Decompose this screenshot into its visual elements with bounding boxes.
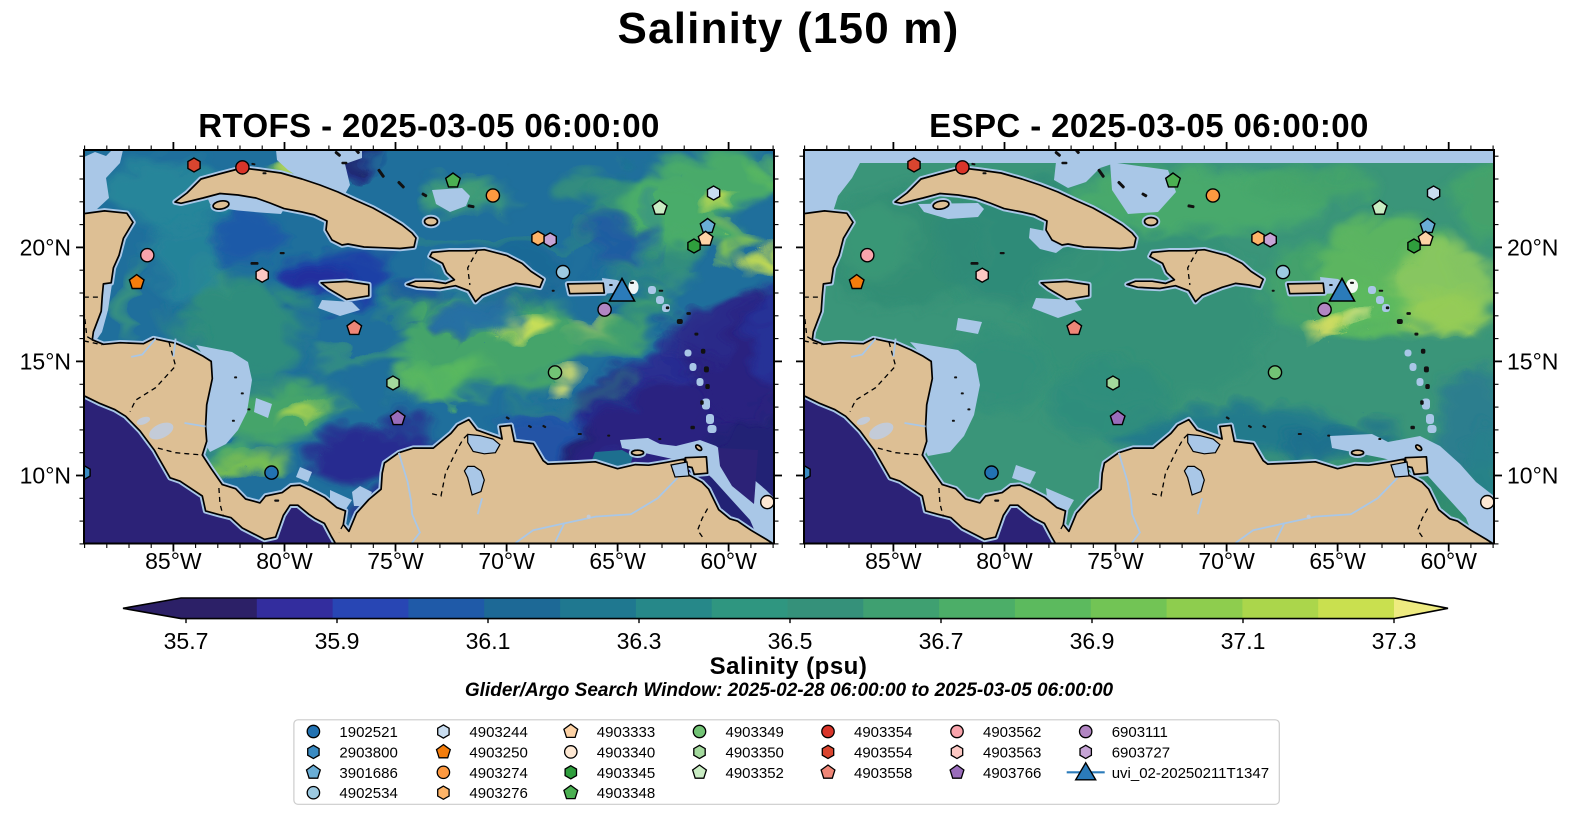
svg-text:80°W: 80°W <box>256 548 313 574</box>
svg-text:4903554: 4903554 <box>854 744 912 761</box>
svg-text:35.9: 35.9 <box>315 628 360 654</box>
svg-text:65°W: 65°W <box>589 548 646 574</box>
svg-text:4903766: 4903766 <box>983 765 1041 782</box>
svg-text:4903350: 4903350 <box>726 744 784 761</box>
svg-text:75°W: 75°W <box>1087 548 1144 574</box>
svg-text:4903354: 4903354 <box>854 724 912 741</box>
svg-text:4903348: 4903348 <box>597 785 655 802</box>
svg-text:6903727: 6903727 <box>1112 744 1170 761</box>
svg-text:75°W: 75°W <box>367 548 424 574</box>
svg-text:4903340: 4903340 <box>597 744 655 761</box>
svg-text:15°N: 15°N <box>1507 348 1558 374</box>
svg-text:60°W: 60°W <box>700 548 757 574</box>
svg-text:4903274: 4903274 <box>469 765 527 782</box>
svg-text:20°N: 20°N <box>1507 234 1558 260</box>
svg-text:36.9: 36.9 <box>1070 628 1115 654</box>
svg-text:85°W: 85°W <box>145 548 202 574</box>
svg-text:35.7: 35.7 <box>164 628 209 654</box>
svg-text:70°W: 70°W <box>1198 548 1255 574</box>
svg-text:36.5: 36.5 <box>768 628 813 654</box>
svg-text:4903562: 4903562 <box>983 724 1041 741</box>
svg-text:4903349: 4903349 <box>726 724 784 741</box>
svg-text:37.3: 37.3 <box>1372 628 1417 654</box>
svg-text:80°W: 80°W <box>976 548 1033 574</box>
svg-text:uvi_02-20250211T1347: uvi_02-20250211T1347 <box>1112 765 1269 782</box>
svg-text:36.1: 36.1 <box>466 628 511 654</box>
svg-text:1902521: 1902521 <box>339 724 397 741</box>
svg-text:Salinity (150 m): Salinity (150 m) <box>618 4 960 53</box>
svg-text:85°W: 85°W <box>865 548 922 574</box>
svg-text:20°N: 20°N <box>20 234 71 260</box>
svg-text:4903345: 4903345 <box>597 765 655 782</box>
svg-text:2903800: 2903800 <box>339 744 397 761</box>
svg-text:Glider/Argo Search Window: 202: Glider/Argo Search Window: 2025-02-28 06… <box>465 680 1114 701</box>
svg-text:60°W: 60°W <box>1420 548 1477 574</box>
svg-text:36.3: 36.3 <box>617 628 662 654</box>
svg-text:4903276: 4903276 <box>469 785 527 802</box>
svg-text:ESPC - 2025-03-05 06:00:00: ESPC - 2025-03-05 06:00:00 <box>929 107 1369 144</box>
svg-text:4903352: 4903352 <box>726 765 784 782</box>
svg-text:6903111: 6903111 <box>1112 724 1168 741</box>
svg-text:36.7: 36.7 <box>919 628 964 654</box>
svg-text:4902534: 4902534 <box>339 785 397 802</box>
svg-text:4903563: 4903563 <box>983 744 1041 761</box>
svg-text:37.1: 37.1 <box>1221 628 1266 654</box>
svg-text:4903558: 4903558 <box>854 765 912 782</box>
svg-text:10°N: 10°N <box>20 463 71 489</box>
svg-text:3901686: 3901686 <box>339 765 397 782</box>
svg-text:4903244: 4903244 <box>469 724 527 741</box>
svg-text:65°W: 65°W <box>1309 548 1366 574</box>
svg-text:4903250: 4903250 <box>469 744 527 761</box>
svg-text:RTOFS - 2025-03-05 06:00:00: RTOFS - 2025-03-05 06:00:00 <box>198 107 659 144</box>
svg-text:Salinity (psu): Salinity (psu) <box>710 653 868 680</box>
svg-text:15°N: 15°N <box>20 348 71 374</box>
svg-text:70°W: 70°W <box>478 548 535 574</box>
svg-text:4903333: 4903333 <box>597 724 655 741</box>
svg-text:10°N: 10°N <box>1507 463 1558 489</box>
